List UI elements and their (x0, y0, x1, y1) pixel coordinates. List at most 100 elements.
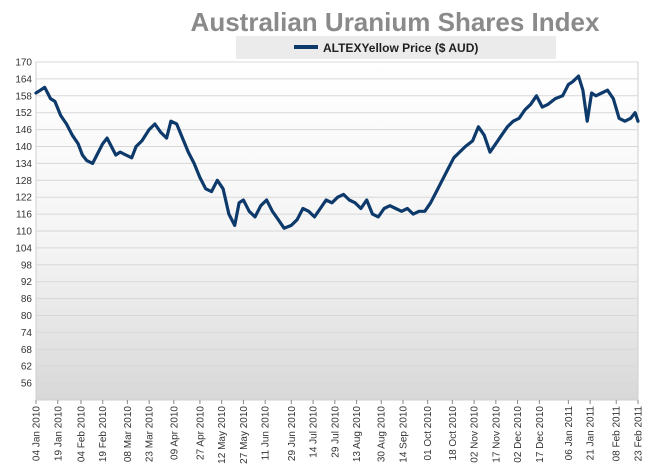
data-point (365, 198, 368, 202)
x-tick-label: 13 Aug 2010 (352, 406, 363, 463)
x-tick-label: 02 Nov 2010 (470, 406, 481, 463)
data-point (629, 117, 632, 120)
y-tick-label: 122 (15, 193, 32, 204)
x-tick-label: 29 Jun 2010 (287, 406, 298, 461)
data-point (204, 187, 207, 190)
data-point (91, 162, 94, 165)
data-point (500, 134, 503, 137)
data-point (394, 207, 397, 210)
chart-title: Australian Uranium Shares Index (191, 7, 600, 37)
data-point (114, 153, 118, 157)
x-tick-label: 11 Jun 2010 (261, 406, 272, 461)
data-point (535, 94, 538, 98)
data-point (541, 105, 544, 109)
data-point (523, 108, 527, 112)
data-point (371, 212, 374, 216)
data-point (237, 201, 241, 204)
data-point (330, 201, 334, 204)
y-tick-label: 134 (15, 159, 32, 170)
data-point (242, 198, 245, 202)
data-point (110, 145, 113, 148)
data-point (612, 97, 615, 100)
data-point (617, 117, 621, 120)
y-tick-label: 128 (15, 176, 32, 187)
y-tick-label: 92 (21, 277, 33, 288)
legend: ALTEXYellow Price ($ AUD) (236, 36, 556, 59)
x-tick-label: 23 Feb 2011 (634, 406, 645, 462)
data-point (633, 111, 637, 114)
data-point (59, 114, 62, 117)
data-point (471, 139, 474, 143)
data-point (488, 150, 492, 154)
data-point (452, 156, 455, 159)
data-point (165, 136, 168, 140)
y-tick-label: 116 (16, 210, 32, 221)
data-point (359, 207, 363, 210)
data-point (336, 196, 339, 199)
data-point (623, 120, 627, 123)
data-point (49, 97, 52, 100)
data-point (282, 227, 286, 230)
data-point (441, 179, 444, 182)
data-point (319, 207, 322, 210)
x-tick-label: 04 Feb 2010 (76, 406, 87, 463)
x-tick-label: 01 Oct 2010 (423, 406, 434, 461)
y-tick-label: 56 (21, 379, 33, 390)
data-point (636, 120, 640, 123)
data-point (277, 218, 280, 221)
data-point (295, 218, 299, 221)
data-point (153, 122, 157, 126)
data-point (561, 94, 564, 98)
x-tick-label: 06 Jan 2011 (564, 406, 575, 461)
data-point (590, 91, 593, 95)
x-tick-label: 19 Jan 2010 (53, 406, 64, 461)
series-group (34, 74, 640, 230)
x-tick-label: 27 Apr 2010 (195, 406, 206, 460)
data-point (594, 94, 598, 98)
x-tick-label: 14 Sep 2010 (399, 406, 410, 463)
x-tick-label: 19 Feb 2010 (98, 406, 109, 463)
data-point (417, 210, 421, 213)
data-point (412, 212, 415, 216)
data-point (554, 97, 557, 100)
data-point (76, 142, 80, 145)
data-point (192, 162, 196, 165)
data-point (571, 80, 574, 83)
data-point (483, 134, 486, 137)
data-point (313, 215, 316, 219)
y-axis: 56 62 68 74 80 86 92 98 104 110 116 122 128 134 140 146… (15, 58, 32, 390)
data-point (265, 198, 268, 202)
data-point (458, 150, 461, 154)
data-point (43, 86, 46, 89)
data-point (494, 142, 497, 145)
data-point (118, 150, 122, 154)
data-point (169, 120, 173, 123)
x-tick-label: 09 Apr 2010 (169, 406, 180, 460)
x-tick-label: 04 Jan 2010 (32, 406, 43, 461)
x-tick-label: 17 Dec 2010 (535, 406, 546, 463)
data-point (600, 91, 603, 95)
data-point (348, 198, 351, 202)
y-tick-label: 62 (21, 362, 33, 373)
data-point (290, 224, 293, 227)
y-tick-label: 146 (15, 125, 32, 136)
data-point (577, 74, 580, 78)
x-tick-label: 21 Jan 2011 (586, 406, 597, 461)
data-point (71, 134, 74, 137)
data-point (271, 210, 274, 213)
data-point (301, 207, 305, 210)
data-point (429, 201, 432, 204)
data-point (105, 136, 109, 140)
data-point (175, 122, 178, 126)
y-tick-label: 86 (21, 294, 33, 305)
data-point (124, 153, 128, 157)
data-point (477, 125, 480, 128)
x-tick-label: 08 Mar 2010 (123, 406, 134, 463)
x-tick-label: 27 May 2010 (239, 406, 250, 464)
x-tick-label: 23 Mar 2010 (145, 406, 156, 463)
data-point (446, 167, 450, 171)
data-point (388, 204, 392, 207)
data-point (382, 207, 386, 210)
x-tick-label: 30 Aug 2010 (377, 406, 388, 463)
